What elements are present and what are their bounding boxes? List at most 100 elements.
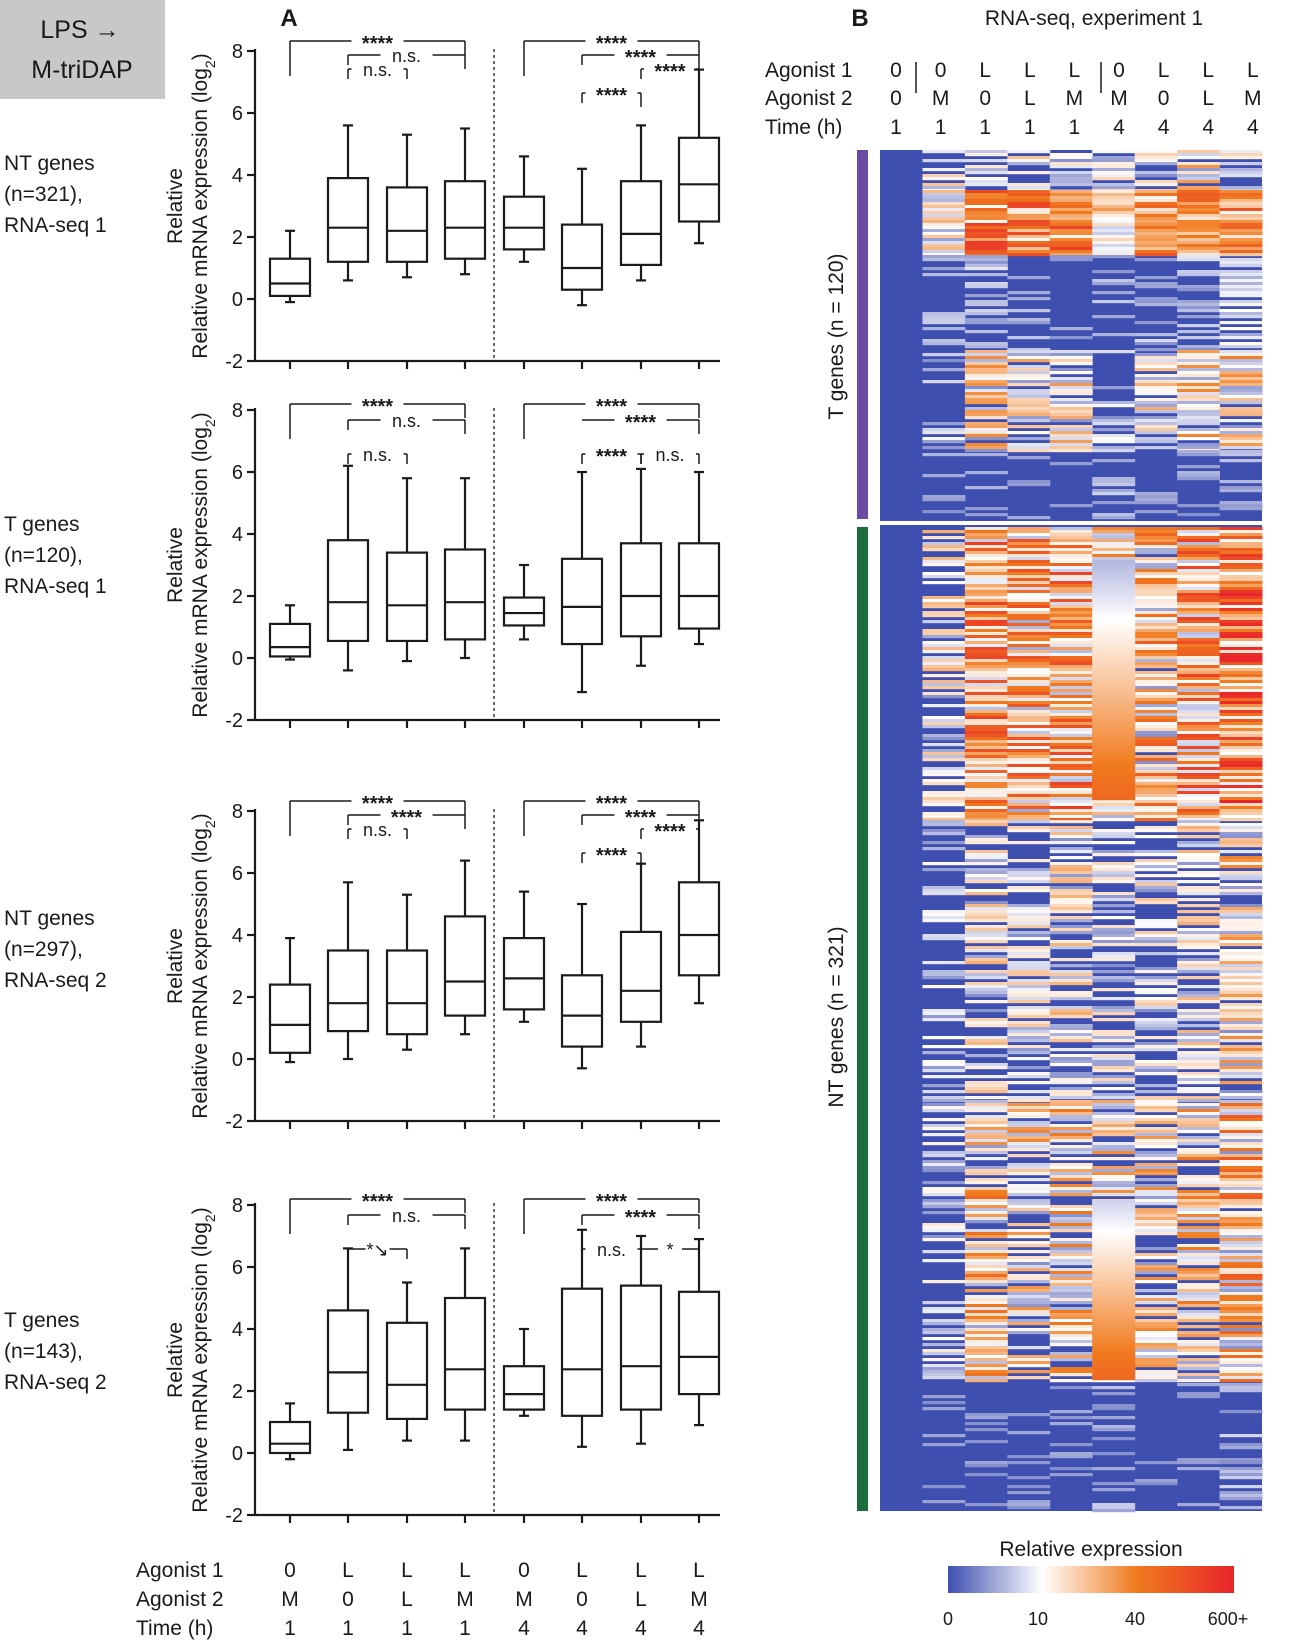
heatmap-cell — [922, 1169, 966, 1173]
heatmap-cell — [964, 1343, 1008, 1347]
heatmap-cell — [1092, 165, 1136, 169]
heatmap-cell — [1134, 1328, 1178, 1332]
heatmap-cell — [922, 913, 966, 917]
heatmap-cell — [964, 1145, 1008, 1149]
heatmap-cell — [1007, 1193, 1051, 1197]
heatmap-cell — [1219, 886, 1263, 890]
heatmap-cell — [1092, 1018, 1136, 1022]
heatmap-cell — [1177, 662, 1221, 666]
heatmap-cell — [1177, 1274, 1221, 1278]
heatmap-cell — [1007, 483, 1051, 487]
heatmap-cell — [922, 244, 966, 248]
significance-bracket: n.s. — [347, 820, 408, 840]
heatmap-cell — [1007, 1036, 1051, 1040]
heatmap-cell — [1049, 886, 1093, 890]
heatmap-cell — [1092, 1127, 1136, 1131]
heatmap-cell — [1007, 456, 1051, 460]
heatmap-cell — [1177, 626, 1221, 630]
heatmap-cell — [922, 656, 966, 660]
heatmap-cell — [1092, 1251, 1136, 1255]
heatmap-cell — [1092, 533, 1136, 537]
heatmap-cell — [1219, 844, 1263, 848]
heatmap-cell — [922, 241, 966, 245]
heatmap-cell — [1049, 1124, 1093, 1128]
heatmap-cell — [1219, 392, 1263, 396]
heatmap-cell — [1219, 1012, 1263, 1016]
heatmap-cell — [964, 1087, 1008, 1091]
heatmap-cell — [1134, 979, 1178, 983]
heatmap-cell — [1219, 1310, 1263, 1314]
heatmap-cell — [1177, 1367, 1221, 1371]
heatmap-cell — [1219, 812, 1263, 816]
heatmap-cell — [1219, 1190, 1263, 1194]
significance-bracket: **** — [289, 396, 466, 439]
y-tick-label: 2 — [232, 227, 243, 249]
heatmap-cell — [1092, 997, 1136, 1001]
heatmap-cell — [1134, 599, 1178, 603]
heatmap-cell — [1092, 1200, 1136, 1204]
heatmap-cell — [1219, 220, 1263, 224]
heatmap-cell — [1049, 1340, 1093, 1344]
box-iqr — [268, 983, 312, 1054]
box-mark — [560, 902, 604, 1070]
heatmap-cell — [1219, 1124, 1263, 1128]
heatmap-cell — [1177, 350, 1221, 354]
heatmap-cell — [1007, 1286, 1051, 1290]
heatmap-cell — [1007, 1280, 1051, 1284]
heatmap-cell — [964, 940, 1008, 944]
heatmap-cell — [1092, 159, 1136, 163]
heatmap-cell — [922, 1343, 966, 1347]
heatmap-cell — [964, 285, 1008, 289]
heatmap-cell — [1092, 1224, 1136, 1228]
row-label-line: NT genes — [4, 907, 95, 930]
heatmap-cell — [1092, 168, 1136, 172]
heatmap-cell — [964, 665, 1008, 669]
heatmap-cell — [1177, 1298, 1221, 1302]
heatmap-cell — [1092, 1503, 1136, 1507]
heatmap-cell — [1219, 1373, 1263, 1377]
heatmap-cell — [1219, 288, 1263, 292]
heatmap-cell — [1092, 416, 1136, 420]
heatmap-cell — [1219, 431, 1263, 435]
heatmap-cell — [1007, 1361, 1051, 1365]
heatmap-cell — [1177, 683, 1221, 687]
heatmap-cell — [1007, 994, 1051, 998]
heatmap-cell — [1134, 605, 1178, 609]
heatmap-cell — [1092, 1263, 1136, 1267]
heatmap-cell — [1007, 961, 1051, 965]
heatmap-cell — [1219, 1331, 1263, 1335]
heatmap-cell — [922, 1328, 966, 1332]
heatmap-cell — [1007, 1190, 1051, 1194]
heatmap-cell — [1134, 1211, 1178, 1215]
heatmap-cell — [1177, 226, 1221, 230]
heatmap-cell — [1177, 208, 1221, 212]
heatmap-cell — [1177, 1289, 1221, 1293]
heatmap-cell — [1177, 725, 1221, 729]
heatmap-cell — [1219, 1491, 1263, 1495]
heatmap-cell — [1092, 629, 1136, 633]
significance-bracket: **** — [289, 793, 466, 836]
y-tick-label: 0 — [232, 648, 243, 670]
heatmap-cell — [1007, 566, 1051, 570]
heatmap-cell — [1219, 1476, 1263, 1480]
heatmap-cell — [1092, 970, 1136, 974]
heatmap-cell — [1049, 803, 1093, 807]
heatmap-cell — [1092, 483, 1136, 487]
heatmap-cell — [964, 180, 1008, 184]
heatmap-cell — [1049, 1229, 1093, 1233]
heatmap-cell — [1092, 1133, 1136, 1137]
heatmap-cell — [1134, 569, 1178, 573]
heatmap-cell — [1134, 716, 1178, 720]
heatmap-cell — [922, 743, 966, 747]
heatmap-cell — [1177, 770, 1221, 774]
heatmap-cell — [1177, 1503, 1221, 1507]
heatmap-cell — [1007, 1307, 1051, 1311]
heatmap-cell — [1007, 689, 1051, 693]
heatmap-cell — [964, 806, 1008, 810]
heatmap-cell — [1007, 557, 1051, 561]
heatmap-cell — [1092, 656, 1136, 660]
heatmap-cell — [1177, 943, 1221, 947]
heatmap-cell — [1134, 773, 1178, 777]
heatmap-cell — [1092, 241, 1136, 245]
heatmap-cell — [1049, 244, 1093, 248]
